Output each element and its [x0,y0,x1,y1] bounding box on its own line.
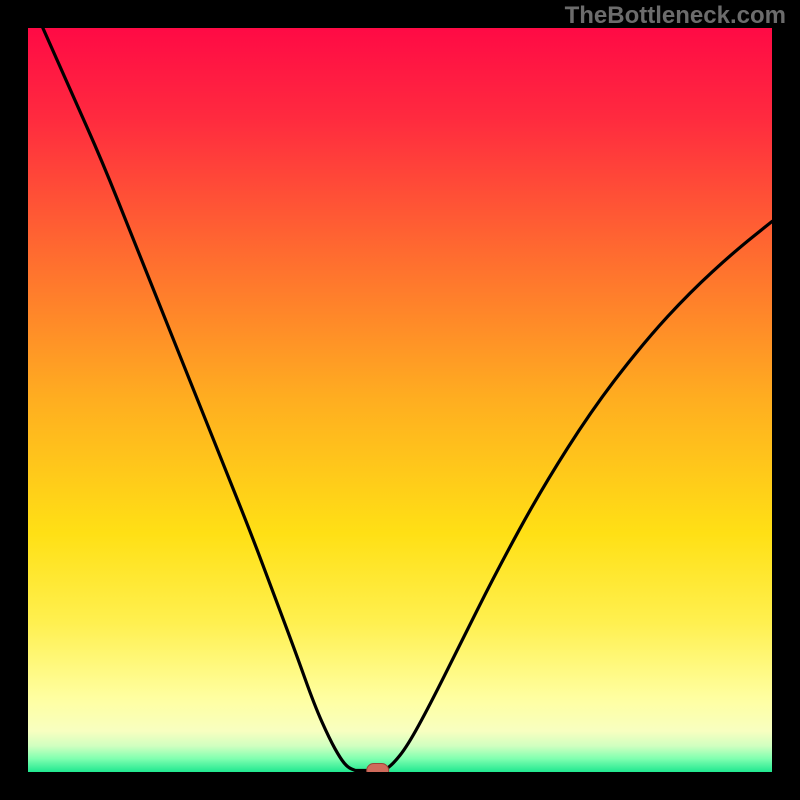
chart-frame: TheBottleneck.com [0,0,800,800]
watermark-text: TheBottleneck.com [565,2,786,30]
minimum-marker [28,28,772,772]
plot-area [28,28,772,772]
